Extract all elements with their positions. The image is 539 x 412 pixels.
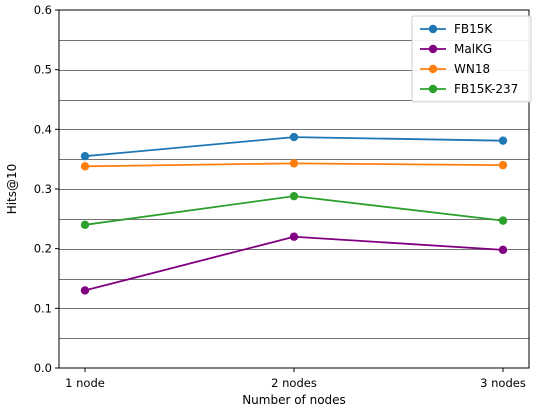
data-point <box>289 191 299 201</box>
y-tick-label: 0.1 <box>34 301 52 315</box>
data-point <box>498 136 508 145</box>
legend-label: FB15K-237 <box>454 82 518 96</box>
data-point <box>80 286 90 295</box>
y-tick-label: 0.3 <box>34 182 52 196</box>
x-axis-label: Number of nodes <box>242 393 346 407</box>
data-point <box>498 245 508 255</box>
series-line <box>84 195 504 226</box>
x-axis-ticks: 1 node 2 nodes 3 nodes <box>65 368 526 390</box>
legend-item: FB15K <box>420 22 493 36</box>
data-point <box>289 232 299 241</box>
x-tick-label: 2 nodes <box>271 376 317 390</box>
data-point <box>80 220 90 229</box>
series-lines <box>80 132 508 295</box>
series-fb15k-237 <box>80 191 508 229</box>
y-tick-label: 0.5 <box>34 63 52 77</box>
y-tick-label: 0.4 <box>34 122 52 136</box>
y-tick-label: 0.0 <box>34 361 52 375</box>
data-point <box>289 159 299 168</box>
series-wn18 <box>80 159 508 171</box>
data-point <box>498 216 508 225</box>
legend-item: WN18 <box>420 62 490 76</box>
legend-label: MalKG <box>454 42 492 56</box>
legend-marker <box>428 24 438 34</box>
legend-item: FB15K-237 <box>420 82 518 96</box>
data-point <box>80 162 90 171</box>
y-tick-label: 0.2 <box>34 242 52 256</box>
legend-label: WN18 <box>454 62 490 76</box>
legend-item: MalKG <box>420 42 492 56</box>
y-tick-label: 0.6 <box>34 3 52 17</box>
data-point <box>80 151 90 161</box>
y-axis-label: Hits@10 <box>5 164 19 215</box>
data-point <box>289 132 299 142</box>
x-tick-label: 3 nodes <box>480 376 526 390</box>
series-malkg <box>80 232 508 295</box>
y-axis-ticks: 0.0 0.1 0.2 0.3 0.4 0.5 0.6 <box>34 3 59 375</box>
legend-box <box>411 15 532 103</box>
legend-label: FB15K <box>454 22 493 36</box>
series-fb15k <box>80 132 508 161</box>
series-line <box>84 235 504 292</box>
x-tick-label: 1 node <box>65 376 105 390</box>
legend-marker <box>428 44 438 54</box>
legend: FB15K MalKG WN18 FB15K-237 <box>411 15 532 103</box>
legend-marker <box>428 64 438 74</box>
data-point <box>498 160 508 170</box>
legend-marker <box>428 84 438 94</box>
